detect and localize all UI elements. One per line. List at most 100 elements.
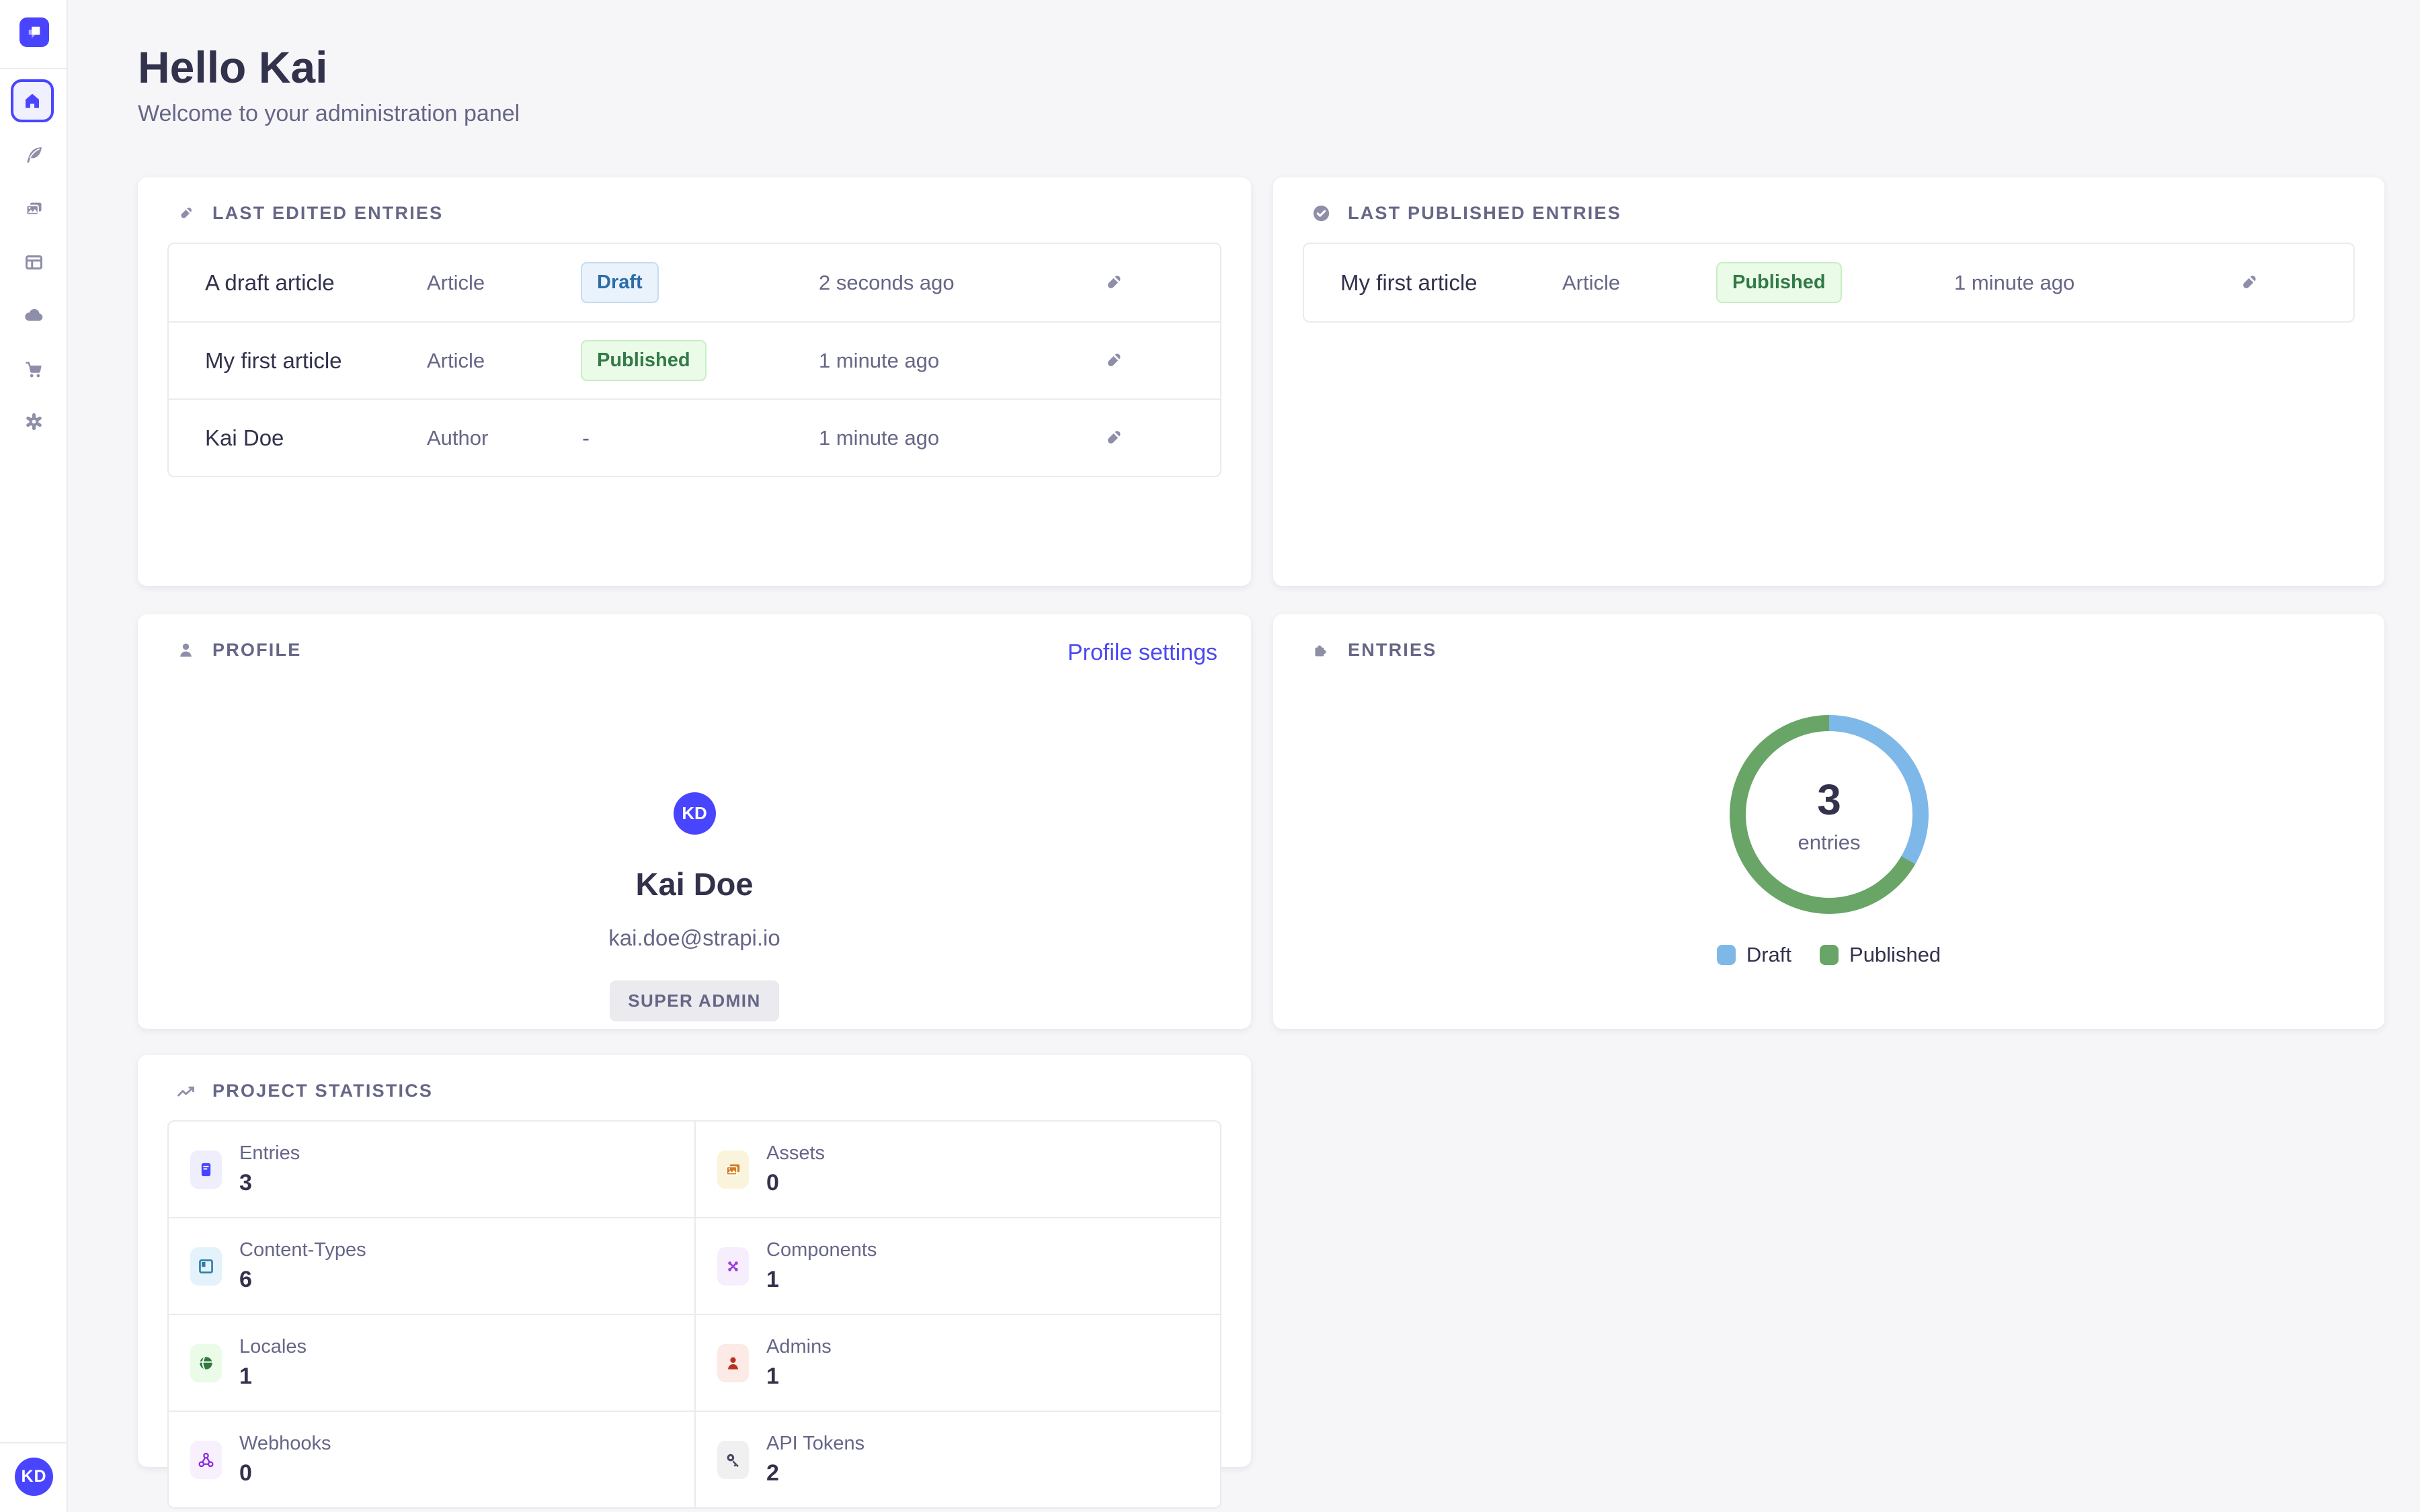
stat-components: Components 1	[694, 1217, 1220, 1314]
donut-value: 3	[1817, 775, 1841, 824]
status-badge: Published	[581, 340, 707, 381]
stat-label: Locales	[239, 1336, 307, 1357]
stat-label: Content-Types	[239, 1239, 366, 1261]
project-statistics-card: PROJECT STATISTICS Entries 3 Assets 0	[138, 1055, 1251, 1509]
user-avatar[interactable]: KD	[15, 1458, 53, 1496]
last-published-entries-card: LAST PUBLISHED ENTRIES My first article …	[1273, 177, 2384, 586]
published-swatch	[1820, 945, 1839, 965]
role-badge: SUPER ADMIN	[610, 980, 779, 1021]
entry-time: 1 minute ago	[1954, 270, 2075, 294]
stat-tile	[717, 1343, 749, 1382]
last-published-table: My first article Article Published 1 min…	[1303, 243, 2355, 323]
status-badge: -	[582, 425, 590, 450]
table-row: Kai Doe Author - 1 minute ago	[169, 398, 1220, 476]
card-title: PROJECT STATISTICS	[212, 1081, 434, 1101]
entry-time: 1 minute ago	[819, 425, 940, 450]
stat-content-types: Content-Types 6	[169, 1217, 694, 1314]
sidebar-item-content-type-builder[interactable]	[0, 239, 68, 286]
entries-stat-icon	[201, 1163, 211, 1176]
edit-button[interactable]	[1101, 348, 1220, 373]
stat-entries: Entries 3	[169, 1122, 694, 1217]
stats-grid: Entries 3 Assets 0 Content-Types 6	[167, 1120, 1221, 1509]
profile-name: Kai Doe	[635, 866, 754, 902]
legend-item-published[interactable]: Published	[1820, 943, 1941, 967]
stat-value: 6	[239, 1267, 252, 1292]
stat-tile	[717, 1247, 749, 1286]
card-header: LAST PUBLISHED ENTRIES	[1273, 177, 2384, 224]
cart-icon	[26, 362, 42, 377]
feather-icon	[27, 146, 42, 163]
donut-center: 3 entries	[1730, 715, 1929, 914]
sidebar-item-home[interactable]	[11, 79, 54, 122]
entry-name: My first article	[1340, 269, 1478, 295]
stat-value: 3	[239, 1170, 252, 1195]
sidebar-divider	[0, 68, 67, 69]
stat-locales: Locales 1	[169, 1314, 694, 1411]
stat-value: 0	[766, 1170, 779, 1195]
card-header: PROFILE	[138, 614, 1251, 661]
pencil-icon	[2243, 276, 2256, 288]
draft-swatch	[1716, 945, 1736, 965]
content-types-stat-icon	[199, 1259, 213, 1273]
entries-chart-card: ENTRIES 3 entries Draft Published	[1273, 614, 2384, 1029]
entry-time: 2 seconds ago	[819, 270, 955, 294]
stat-tile	[190, 1150, 222, 1189]
stat-label: Assets	[766, 1142, 825, 1164]
strapi-logo[interactable]	[19, 17, 49, 47]
sidebar-item-content-manager[interactable]	[0, 131, 68, 178]
profile-email: kai.doe@strapi.io	[608, 925, 780, 950]
components-stat-icon	[728, 1261, 738, 1271]
pencil-icon	[181, 208, 192, 218]
avatar: KD	[673, 792, 716, 835]
legend-item-draft[interactable]: Draft	[1716, 943, 1792, 967]
card-title: ENTRIES	[1348, 640, 1437, 660]
stat-value: 1	[766, 1363, 779, 1389]
admins-stat-icon	[728, 1357, 738, 1370]
edit-button[interactable]	[1101, 270, 1220, 295]
home-icon	[26, 93, 39, 108]
locales-stat-icon	[199, 1356, 213, 1370]
assets-stat-icon	[725, 1164, 740, 1175]
edit-button[interactable]	[2236, 270, 2353, 295]
chart-legend: Draft Published	[1273, 943, 2384, 967]
sidebar: KD	[0, 0, 68, 1512]
entry-type: Article	[427, 348, 485, 372]
pencil-icon	[1108, 276, 1121, 288]
layout-icon	[25, 255, 43, 269]
profile-body: KD Kai Doe kai.doe@strapi.io SUPER ADMIN	[138, 792, 1251, 1021]
stat-tile	[190, 1440, 222, 1479]
edit-button[interactable]	[1101, 425, 1220, 450]
pencil-icon	[1108, 353, 1121, 366]
profile-settings-link[interactable]: Profile settings	[1067, 640, 1217, 665]
entry-time: 1 minute ago	[819, 348, 940, 372]
table-row: A draft article Article Draft 2 seconds …	[169, 244, 1220, 321]
card-header: ENTRIES	[1273, 614, 2384, 661]
api-tokens-stat-icon	[727, 1454, 739, 1467]
stat-label: Webhooks	[239, 1433, 331, 1454]
webhooks-stat-icon	[198, 1452, 214, 1467]
stat-tile	[717, 1440, 749, 1479]
legend-label: Published	[1849, 943, 1941, 966]
status-badge: Published	[1716, 262, 1842, 303]
entry-name: Kai Doe	[205, 425, 284, 450]
sidebar-item-media-library[interactable]	[0, 185, 68, 232]
sidebar-item-marketplace[interactable]	[0, 345, 68, 392]
pencil-icon	[1108, 431, 1121, 444]
stat-admins: Admins 1	[694, 1314, 1220, 1411]
person-icon	[180, 643, 192, 657]
legend-label: Draft	[1746, 943, 1792, 966]
entry-name: My first article	[205, 347, 342, 373]
profile-card: PROFILE Profile settings KD Kai Doe kai.…	[138, 614, 1251, 1029]
card-header: LAST EDITED ENTRIES	[138, 177, 1251, 224]
stat-webhooks: Webhooks 0	[169, 1411, 694, 1507]
sidebar-item-settings[interactable]	[0, 398, 68, 445]
stat-value: 1	[239, 1363, 252, 1389]
entries-donut: 3 entries	[1730, 715, 1929, 914]
stat-label: API Tokens	[766, 1433, 865, 1454]
status-badge: Draft	[581, 262, 659, 303]
stat-tile	[717, 1150, 749, 1189]
stat-label: Components	[766, 1239, 877, 1261]
stat-tile	[190, 1247, 222, 1286]
entry-type: Article	[427, 270, 485, 294]
sidebar-item-deploy[interactable]	[0, 291, 68, 338]
